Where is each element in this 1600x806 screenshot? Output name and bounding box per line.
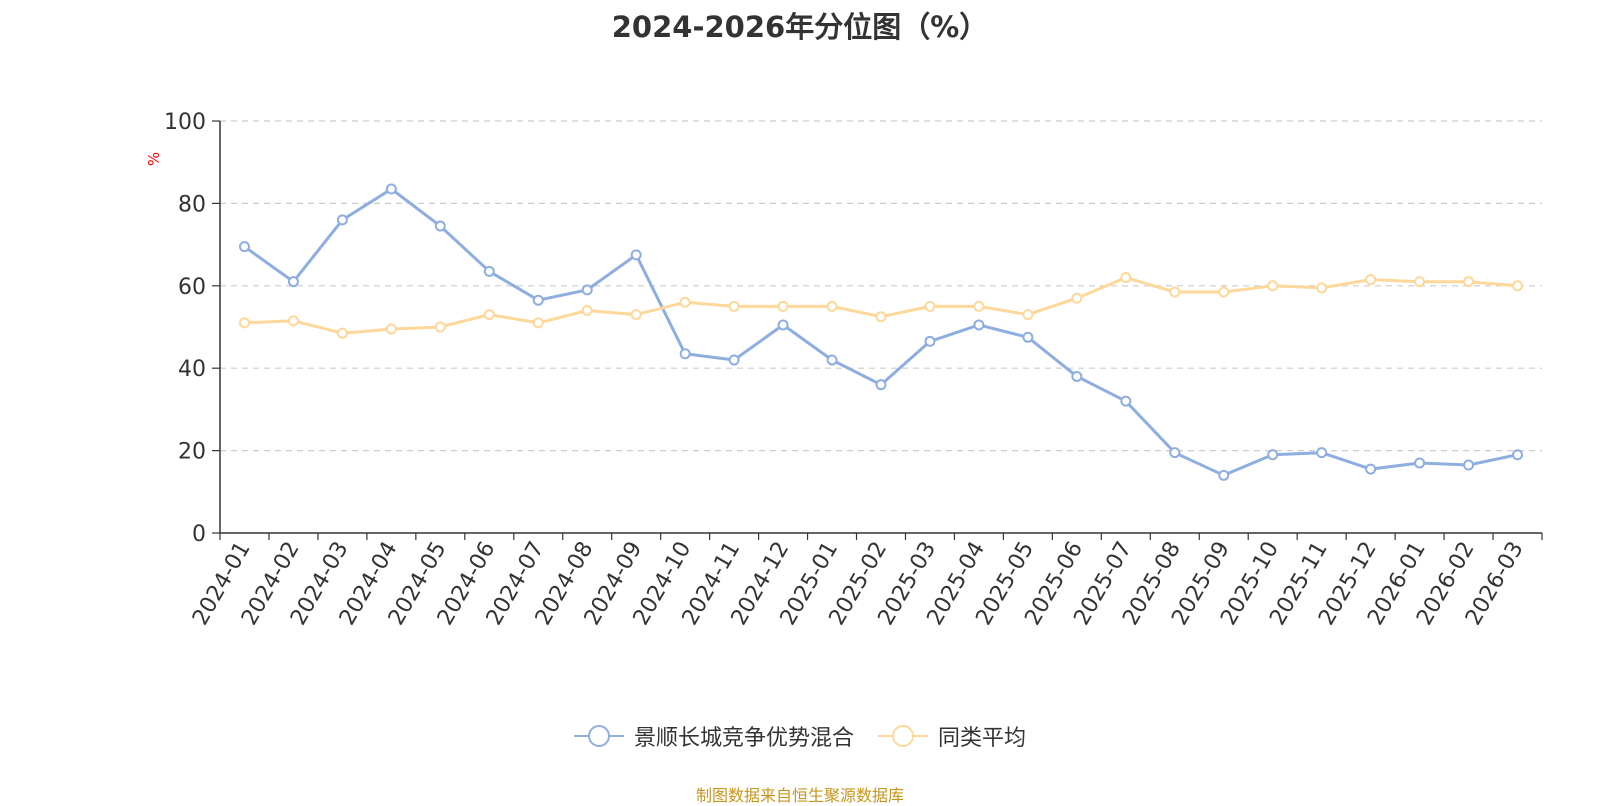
legend-item-peer-average[interactable]: 同类平均 xyxy=(878,720,1026,752)
data-point-series-0 xyxy=(434,220,446,232)
data-point-series-1 xyxy=(630,309,642,321)
data-point-series-0 xyxy=(581,284,593,296)
data-point-series-0 xyxy=(826,354,838,366)
data-point-series-0 xyxy=(679,348,691,360)
data-point-series-0 xyxy=(238,241,250,253)
data-point-series-0 xyxy=(1218,469,1230,481)
data-point-series-1 xyxy=(1218,286,1230,298)
data-point-series-1 xyxy=(679,296,691,308)
data-point-series-0 xyxy=(287,276,299,288)
data-source-note: 制图数据来自恒生聚源数据库 xyxy=(695,786,904,805)
data-point-series-1 xyxy=(1414,276,1426,288)
data-point-series-1 xyxy=(287,315,299,327)
data-point-series-1 xyxy=(1365,274,1377,286)
data-point-series-0 xyxy=(336,214,348,226)
data-point-series-1 xyxy=(1316,282,1328,294)
data-point-series-1 xyxy=(924,300,936,312)
legend-label-peer-average: 同类平均 xyxy=(938,726,1027,751)
data-point-series-1 xyxy=(532,317,544,329)
data-point-series-0 xyxy=(1463,459,1475,471)
data-point-series-1 xyxy=(336,327,348,339)
legend: 景顺长城竞争优势混合 同类平均 xyxy=(0,720,1600,752)
data-point-series-0 xyxy=(1414,457,1426,469)
y-tick-label: 60 xyxy=(178,275,206,300)
data-point-series-1 xyxy=(238,317,250,329)
data-point-series-0 xyxy=(483,265,495,277)
data-point-series-0 xyxy=(875,379,887,391)
data-point-series-1 xyxy=(875,311,887,323)
data-point-series-1 xyxy=(1169,286,1181,298)
data-point-series-0 xyxy=(1022,331,1034,343)
series-line-0 xyxy=(243,187,1518,477)
data-point-series-0 xyxy=(1169,447,1181,459)
data-point-series-1 xyxy=(1512,280,1524,292)
y-tick-label: 40 xyxy=(178,357,206,382)
data-point-series-0 xyxy=(385,183,397,195)
data-point-series-1 xyxy=(385,323,397,335)
data-point-series-1 xyxy=(1022,309,1034,321)
data-point-series-0 xyxy=(532,294,544,306)
data-point-series-1 xyxy=(1120,272,1132,284)
series-lines xyxy=(238,183,1524,481)
legend-marker-fund xyxy=(573,725,624,747)
legend-label-fund: 景顺长城竞争优势混合 xyxy=(633,726,854,751)
data-point-series-0 xyxy=(1512,449,1524,461)
data-point-series-1 xyxy=(826,300,838,312)
data-point-series-0 xyxy=(1120,395,1132,407)
data-point-series-0 xyxy=(1267,449,1279,461)
data-point-series-1 xyxy=(483,309,495,321)
legend-item-fund[interactable]: 景顺长城竞争优势混合 xyxy=(573,720,854,752)
data-point-series-0 xyxy=(1365,463,1377,475)
data-point-series-0 xyxy=(924,335,936,347)
data-point-series-0 xyxy=(973,319,985,331)
data-point-series-1 xyxy=(1463,276,1475,288)
data-point-series-0 xyxy=(728,354,740,366)
data-point-series-1 xyxy=(581,305,593,317)
y-axis-unit-label: % xyxy=(145,152,163,166)
y-tick-label: 100 xyxy=(164,110,206,135)
data-point-series-1 xyxy=(777,300,789,312)
data-point-series-0 xyxy=(1316,447,1328,459)
data-point-series-0 xyxy=(1071,370,1083,382)
legend-marker-peer-average xyxy=(878,725,928,747)
y-tick-label: 20 xyxy=(178,440,206,465)
data-point-series-1 xyxy=(1071,292,1083,304)
data-point-series-1 xyxy=(1267,280,1279,292)
y-tick-label: 0 xyxy=(192,522,206,547)
data-point-series-1 xyxy=(973,300,985,312)
chart-title: 2024-2026年分位图（%） xyxy=(611,10,989,44)
y-tick-label: 80 xyxy=(178,192,206,217)
grid-lines xyxy=(220,120,1542,452)
data-point-series-1 xyxy=(728,300,740,312)
data-point-series-0 xyxy=(777,319,789,331)
data-point-series-0 xyxy=(630,249,642,261)
data-point-series-1 xyxy=(434,321,446,333)
